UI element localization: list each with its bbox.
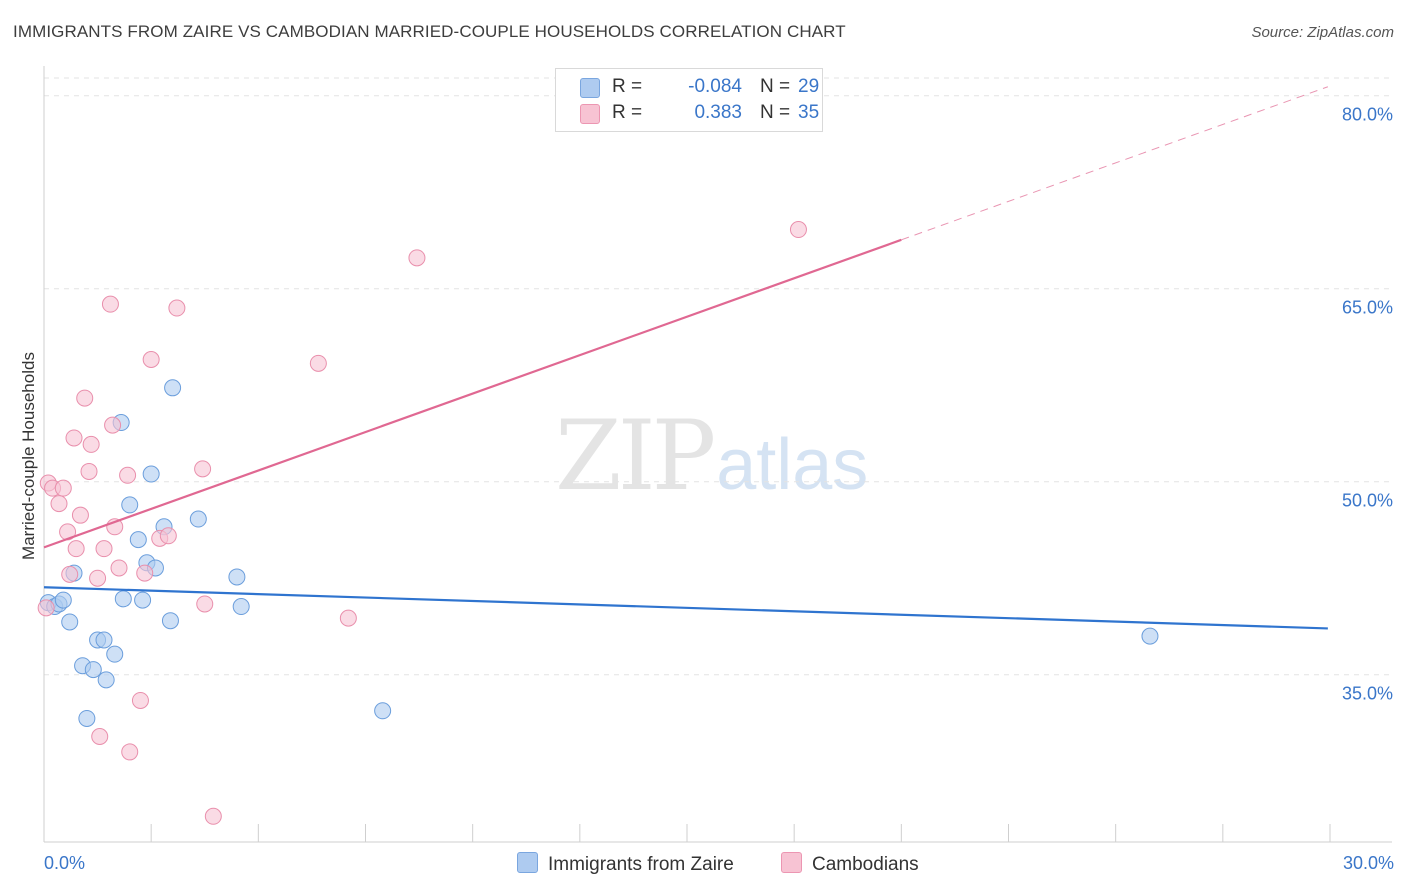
zaire-point xyxy=(114,590,132,608)
cambodian-point xyxy=(110,559,128,577)
source-credit: Source: ZipAtlas.com xyxy=(1251,24,1394,41)
cambodian-point xyxy=(142,351,160,368)
zaire-point xyxy=(84,661,102,679)
cambodian-point xyxy=(159,527,177,545)
cambodian-point xyxy=(196,595,214,613)
series-label-zaire: Immigrants from Zaire xyxy=(548,854,734,875)
series-label-cambodians: Cambodians xyxy=(812,854,919,875)
cambodian-point xyxy=(71,506,89,524)
cambodian-point xyxy=(309,354,327,372)
cambodian-point xyxy=(131,691,149,709)
cambodian-point xyxy=(104,416,122,434)
cambodian-point xyxy=(80,462,98,480)
y-tick-label: 65.0% xyxy=(1342,298,1393,318)
legend-r-label: R = xyxy=(612,102,643,123)
zaire-point xyxy=(161,612,179,630)
cambodian-point xyxy=(82,435,100,453)
cambodian-point xyxy=(339,609,357,627)
zaire-point xyxy=(129,531,147,549)
legend-r-value-zaire: -0.084 xyxy=(688,76,742,97)
cambodian-point xyxy=(408,249,426,267)
zaire-point xyxy=(97,671,115,689)
zaire-point xyxy=(232,598,250,616)
zaire-point xyxy=(121,496,139,514)
legend-r-value-cambodians: 0.383 xyxy=(694,102,742,123)
cambodian-point xyxy=(91,727,109,745)
correlation-legend: R = -0.084 N = 29 R = 0.383 N = 35 xyxy=(555,68,823,132)
y-tick-label: 35.0% xyxy=(1342,684,1393,704)
legend-n-label: N = xyxy=(760,76,791,97)
cambodian-point xyxy=(136,564,154,582)
zaire-point xyxy=(164,379,182,397)
cambodian-point xyxy=(37,599,55,617)
cambodian-point xyxy=(50,495,68,513)
cambodian-point xyxy=(67,540,85,558)
y-tick-label: 50.0% xyxy=(1342,491,1393,511)
zaire-point xyxy=(54,591,72,609)
cambodian-point xyxy=(65,429,83,447)
series-legend-cambodians: Cambodians xyxy=(781,852,919,876)
zaire-point xyxy=(142,465,160,483)
series-legend-zaire: Immigrants from Zaire xyxy=(517,852,734,876)
cambodian-point xyxy=(101,295,119,313)
series-swatch-cambodians xyxy=(781,852,802,873)
legend-swatch-cambodians xyxy=(580,104,600,124)
x-tick-label: 30.0% xyxy=(1343,853,1394,873)
y-tick-label: 80.0% xyxy=(1342,105,1393,125)
cambodian-point xyxy=(61,565,79,583)
cambodian-trend-line xyxy=(43,238,902,549)
legend-r-label: R = xyxy=(612,76,643,97)
zaire-point xyxy=(61,613,79,631)
series-swatch-zaire xyxy=(517,852,538,873)
legend-n-value-cambodians: 35 xyxy=(798,102,820,123)
cambodian-point xyxy=(121,743,139,761)
cambodian-point xyxy=(76,389,94,407)
cambodian-point xyxy=(194,460,212,478)
zaire-point xyxy=(106,645,124,663)
zaire-point xyxy=(78,709,96,727)
cambodian-point xyxy=(204,807,222,825)
x-tick-label: 0.0% xyxy=(44,853,85,873)
zaire-point xyxy=(134,591,152,609)
cambodian-point xyxy=(119,466,137,484)
zaire-point xyxy=(228,568,246,586)
cambodian-point xyxy=(168,299,186,317)
cambodian-point xyxy=(89,569,107,587)
cambodian-point xyxy=(54,479,72,497)
zaire-trend-line xyxy=(43,586,1328,630)
cambodian-point xyxy=(789,221,807,239)
zaire-point xyxy=(95,631,113,649)
chart-title: IMMIGRANTS FROM ZAIRE VS CAMBODIAN MARRI… xyxy=(13,22,846,41)
zaire-point xyxy=(374,702,392,720)
legend-swatch-zaire xyxy=(580,78,600,98)
legend-n-value-zaire: 29 xyxy=(798,76,820,97)
cambodian-point xyxy=(95,540,113,558)
cambodian-trend-extension xyxy=(901,86,1329,241)
zaire-point xyxy=(189,510,207,528)
legend-n-label: N = xyxy=(760,102,791,123)
zaire-point xyxy=(1141,627,1159,645)
